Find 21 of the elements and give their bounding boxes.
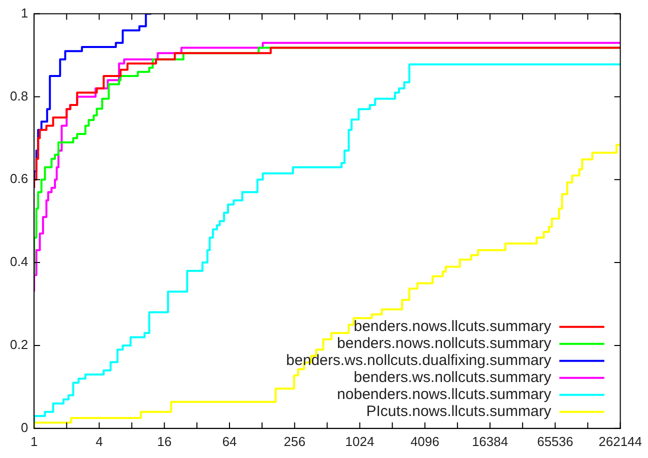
y-tick-label: 0.8 [10, 88, 28, 104]
y-tick-label: 0 [20, 420, 28, 435]
y-tick-label: 1 [20, 5, 28, 20]
x-tick-label: 1024 [345, 434, 374, 449]
y-tick-label: 0.2 [10, 337, 28, 352]
legend-label: benders.nows.nollcuts.summary [337, 335, 552, 352]
y-tick-label: 0.6 [10, 171, 28, 186]
x-tick-label: 65536 [537, 434, 574, 449]
legend-label: nobenders.nows.llcuts.summary [337, 386, 552, 404]
x-tick-label: 256 [284, 434, 306, 449]
x-tick-label: 4 [96, 434, 103, 449]
x-tick-label: 64 [222, 434, 237, 449]
x-tick-label: 16384 [472, 434, 508, 449]
legend-label: benders.nows.llcuts.summary [354, 318, 552, 336]
x-tick-label: 262144 [598, 434, 642, 449]
x-tick-label: 4096 [410, 434, 440, 449]
y-tick-label: 0.4 [10, 254, 28, 270]
x-tick-label: 1 [30, 434, 38, 449]
legend-label: PIcuts.nows.llcuts.summary [366, 403, 552, 420]
legend-label: benders.ws.nollcuts.summary [354, 369, 552, 386]
x-tick-label: 16 [157, 434, 172, 449]
